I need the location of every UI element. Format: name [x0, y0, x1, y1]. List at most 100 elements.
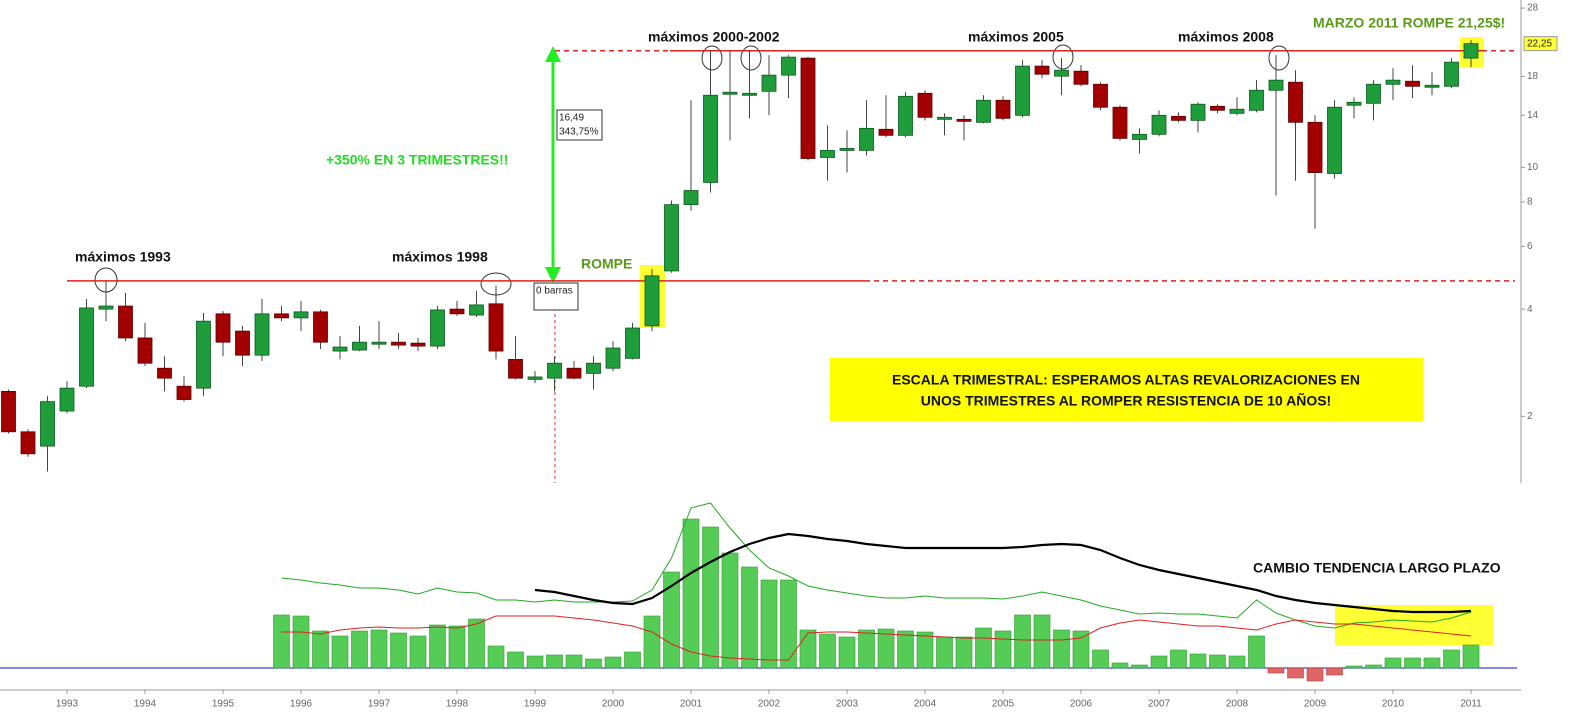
indicator-line: [534, 532, 1472, 614]
candle-body: [1424, 84, 1440, 88]
y-tick-label: 28: [1527, 3, 1539, 14]
x-tick-label: 2001: [680, 699, 703, 710]
arrow-head: [545, 46, 561, 62]
y-tick-label: 6: [1527, 241, 1533, 252]
candle-body: [547, 362, 562, 379]
x-tick-label: 2006: [1070, 699, 1093, 710]
indicator-bar: [546, 654, 563, 669]
candle-body: [391, 341, 406, 346]
candle-body: [1444, 61, 1459, 87]
indicator-bar: [1287, 667, 1304, 679]
indicator-bar: [448, 625, 466, 669]
indicator-bar: [682, 518, 700, 669]
indicator-bar: [1150, 655, 1168, 669]
indicator-bar: [760, 579, 778, 669]
indicator-bar: [799, 629, 817, 669]
annotation: máximos 1998: [392, 249, 488, 265]
candle-body: [488, 303, 504, 352]
candle-body: [703, 94, 718, 183]
candle-body: [625, 327, 640, 359]
y-tick-label: 10: [1527, 162, 1539, 173]
annotation: 0 barras: [536, 286, 573, 297]
indicator-bar: [1072, 630, 1090, 669]
candle-body: [118, 305, 133, 339]
indicator-bar: [565, 654, 583, 669]
annotation: MARZO 2011 ROMPE 21,25$!: [1313, 15, 1505, 31]
indicator-line: [281, 615, 1472, 661]
candle-body: [352, 341, 367, 351]
candle-body: [527, 376, 543, 380]
y-tick-label: 2: [1527, 411, 1533, 422]
x-tick-label: 1993: [56, 699, 79, 710]
indicator-bar: [1111, 662, 1129, 669]
circle: [1052, 44, 1074, 70]
note-text: ESCALA TRIMESTRAL: ESPERAMOS ALTAS REVAL…: [892, 372, 1360, 388]
candle-body: [1288, 81, 1303, 123]
indicator-bar: [390, 632, 407, 669]
x-tick-label: 1997: [368, 699, 391, 710]
candle-body: [235, 330, 250, 356]
indicator-bar: [1014, 614, 1031, 669]
candle-body: [1385, 79, 1401, 85]
candle-body: [898, 95, 913, 136]
indicator-bar: [1365, 664, 1382, 669]
candle-body: [1249, 89, 1264, 111]
annotation: máximos 2008: [1178, 29, 1274, 45]
indicator-bar: [1170, 649, 1187, 669]
x-tick-label: 2003: [836, 699, 859, 710]
indicator-bar: [351, 630, 368, 669]
candle-body: [254, 313, 270, 356]
candle-body: [1346, 101, 1362, 106]
indicator-bar: [858, 629, 875, 669]
info-box: [533, 282, 579, 311]
indicator-bar: [409, 635, 427, 669]
candle-body: [683, 190, 699, 206]
circle: [1268, 45, 1290, 71]
x-tick-label: 1995: [212, 699, 235, 710]
candle-body: [820, 149, 835, 158]
candle-body: [508, 359, 523, 379]
x-tick-label: 1998: [446, 699, 469, 710]
candle-body: [274, 313, 289, 319]
indicator-bar: [1462, 644, 1480, 669]
indicator-bar: [1423, 657, 1441, 669]
candle-body: [332, 346, 348, 352]
indicator-bar: [780, 579, 797, 669]
candle-body: [956, 118, 972, 122]
indicator-bar: [507, 651, 524, 669]
x-tick-label: 2010: [1382, 699, 1405, 710]
y-tick-label: 14: [1527, 110, 1539, 121]
note-box: [830, 358, 1423, 421]
candle-body: [1015, 65, 1030, 116]
candle-body: [566, 367, 582, 379]
indicator-bar: [1033, 614, 1051, 669]
candle-body: [1229, 108, 1245, 114]
y-tick-label: 18: [1527, 71, 1539, 82]
indicator-bar: [702, 526, 719, 669]
candle-body: [1132, 133, 1147, 140]
candle-body: [469, 304, 484, 316]
candle-body: [761, 74, 777, 92]
candle-body: [1210, 105, 1225, 111]
candle-body: [1, 391, 16, 433]
indicator-bar: [429, 624, 446, 669]
candle-body: [1366, 83, 1381, 104]
candle-body: [1268, 79, 1284, 91]
candle-body: [1073, 70, 1089, 85]
circle: [740, 45, 762, 71]
indicator-bar: [487, 645, 505, 669]
x-tick-label: 1996: [290, 699, 313, 710]
candle-body: [800, 57, 816, 159]
candle-body: [586, 362, 601, 374]
x-tick-label: 1999: [524, 699, 547, 710]
indicator-bar: [526, 655, 544, 669]
candle-body: [878, 128, 894, 136]
candle-body: [1034, 65, 1050, 75]
candle-body: [1054, 69, 1069, 77]
indicator-bar: [1326, 667, 1343, 676]
annotation: 343,75%: [559, 127, 599, 138]
indicator-line: [281, 502, 1472, 629]
indicator-bar: [663, 571, 680, 669]
candle-body: [976, 99, 991, 123]
